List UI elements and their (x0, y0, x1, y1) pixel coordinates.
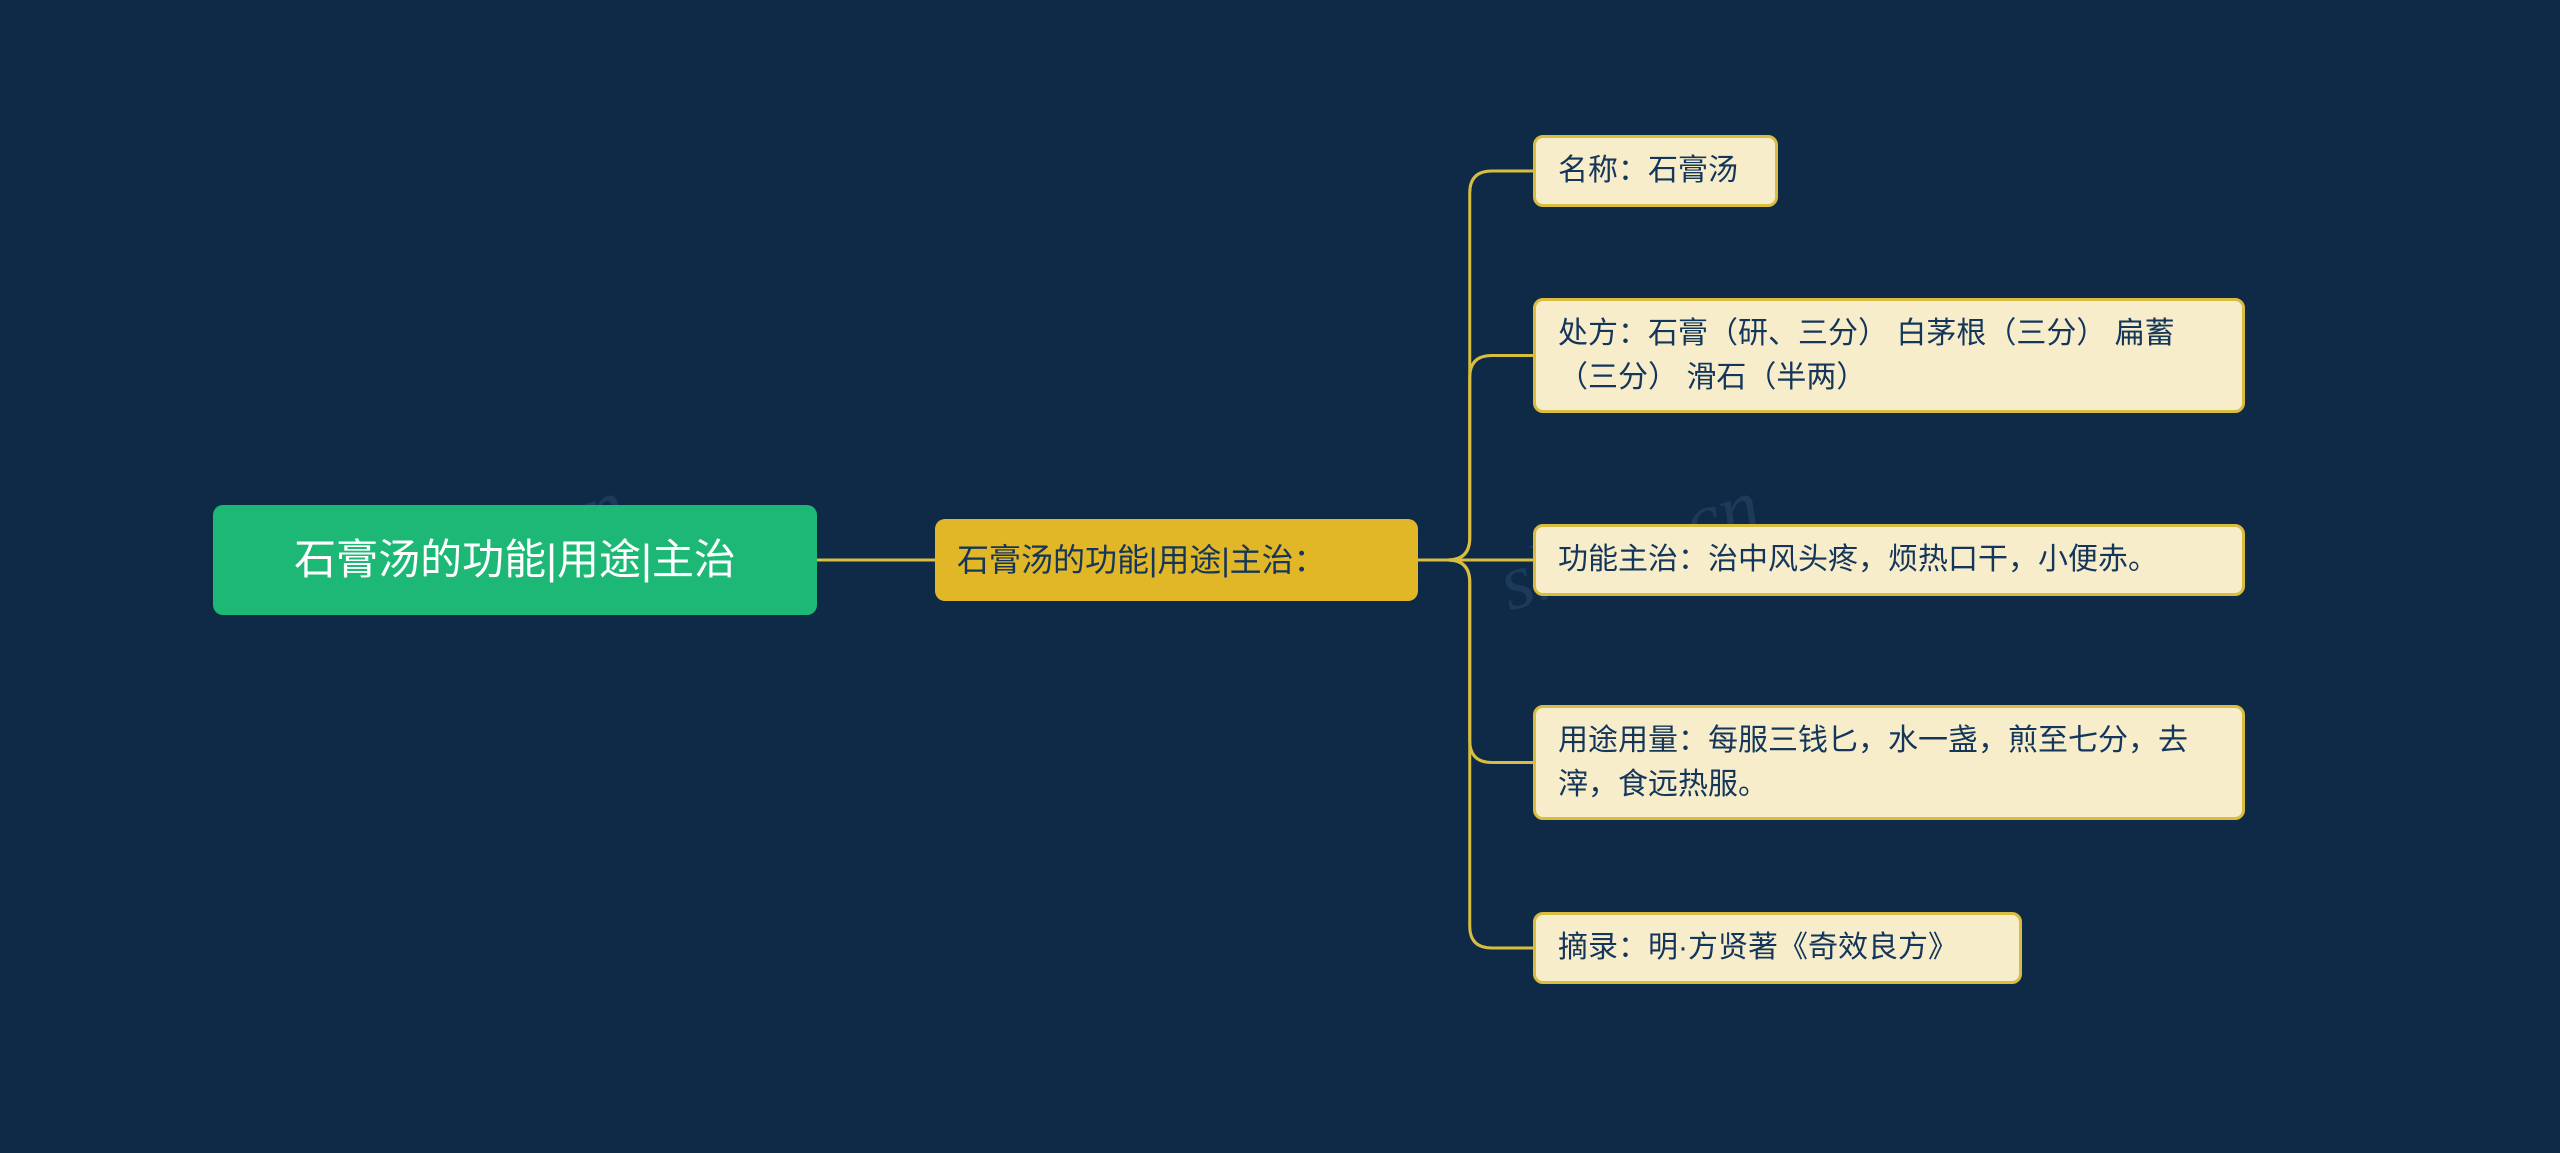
leaf-label: 用途用量：每服三钱匕，水一盏，煎至七分，去滓，食远热服。 (1558, 719, 2220, 806)
leaf-label: 功能主治：治中风头疼，烦热口干，小便赤。 (1558, 538, 2158, 582)
leaf-label: 处方：石膏（研、三分） 白茅根（三分） 扁蓄（三分） 滑石（半两） (1558, 312, 2220, 399)
root-node[interactable]: 石膏汤的功能|用途|主治 (213, 505, 817, 615)
mid-node[interactable]: 石膏汤的功能|用途|主治： (935, 519, 1418, 601)
leaf-label: 摘录：明·方贤著《奇效良方》 (1558, 926, 1958, 970)
mid-node-label: 石膏汤的功能|用途|主治： (957, 537, 1326, 583)
leaf-node-name[interactable]: 名称：石膏汤 (1533, 135, 1778, 207)
leaf-node-source[interactable]: 摘录：明·方贤著《奇效良方》 (1533, 912, 2022, 984)
leaf-label: 名称：石膏汤 (1558, 149, 1738, 193)
mindmap-stage: shutu.cn shutu.cn 石膏汤的功能|用途|主治 石膏汤的功能|用途… (0, 0, 2560, 1153)
root-node-label: 石膏汤的功能|用途|主治 (294, 530, 736, 591)
leaf-node-usage[interactable]: 用途用量：每服三钱匕，水一盏，煎至七分，去滓，食远热服。 (1533, 705, 2245, 820)
leaf-node-function[interactable]: 功能主治：治中风头疼，烦热口干，小便赤。 (1533, 524, 2245, 596)
leaf-node-prescription[interactable]: 处方：石膏（研、三分） 白茅根（三分） 扁蓄（三分） 滑石（半两） (1533, 298, 2245, 413)
